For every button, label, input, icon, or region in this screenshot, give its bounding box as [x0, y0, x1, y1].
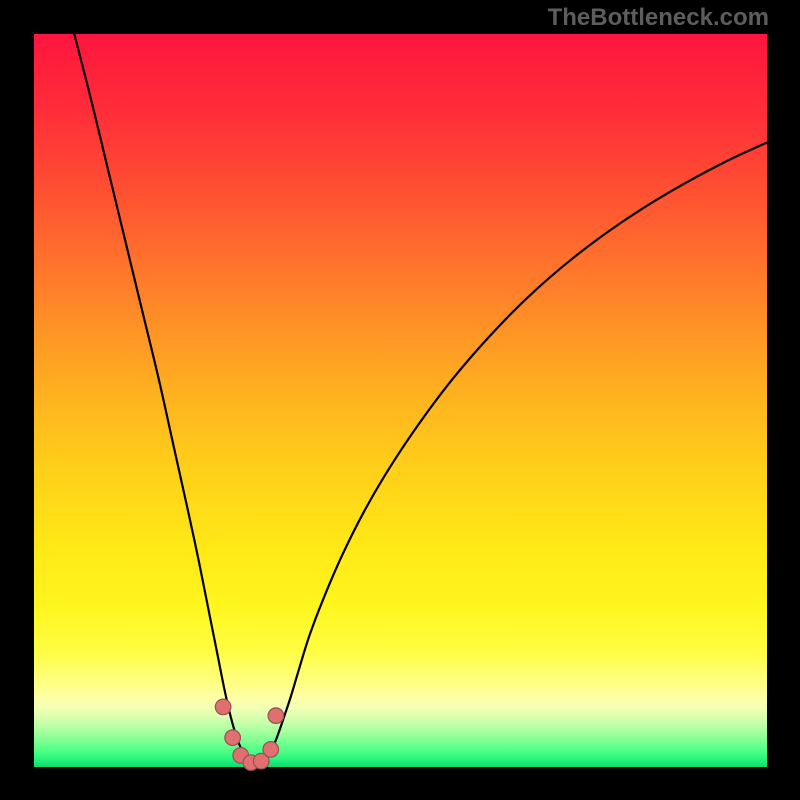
curve-marker — [268, 708, 284, 724]
curve-layer — [34, 34, 767, 767]
curve-marker — [215, 699, 231, 715]
bottleneck-curve — [74, 34, 767, 765]
marker-group — [215, 699, 283, 770]
plot-area — [34, 34, 767, 767]
curve-marker — [263, 742, 279, 758]
chart-stage: TheBottleneck.com — [0, 0, 800, 800]
watermark-text: TheBottleneck.com — [548, 4, 769, 32]
curve-marker — [225, 730, 241, 746]
